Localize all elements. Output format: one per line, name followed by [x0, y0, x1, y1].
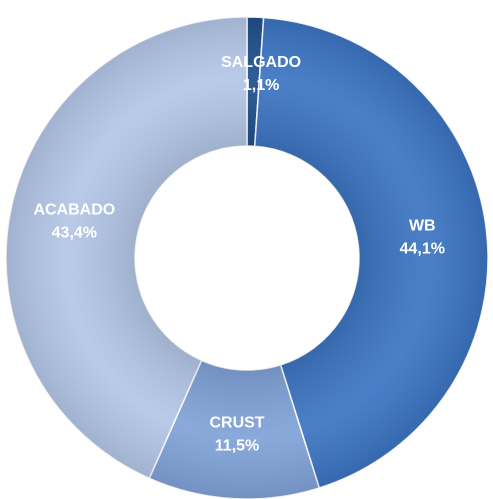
- slice-value-label: 44,1%: [400, 240, 445, 257]
- slice-label: SALGADO: [221, 54, 301, 71]
- slice-value-label: 43,4%: [52, 225, 97, 242]
- slice-label: CRUST: [209, 414, 264, 431]
- slice-value-label: 11,5%: [215, 437, 259, 454]
- slice-label: ACABADO: [33, 202, 115, 219]
- slice-value-label: 1,1%: [243, 77, 279, 94]
- slice-label: WB: [409, 217, 436, 234]
